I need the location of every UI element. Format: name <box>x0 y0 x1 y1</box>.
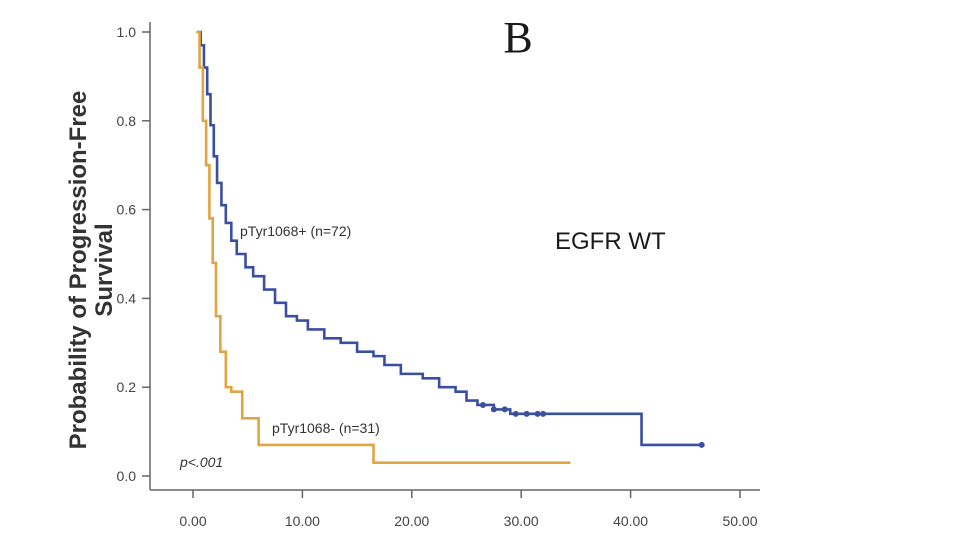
y-tick-label: 0.6 <box>117 202 137 218</box>
y-ticks: 0.0 0.2 0.4 0.6 0.8 1.0 <box>117 24 150 484</box>
series-line-1 <box>196 30 571 464</box>
censor-marker <box>534 410 541 417</box>
p-value-label: p<.001 <box>179 454 223 470</box>
y-tick-label: 0.2 <box>117 379 137 395</box>
series-line-0 <box>197 30 702 447</box>
subgroup-label: EGFR WT <box>555 228 666 255</box>
y-tick-label: 0.8 <box>117 113 137 129</box>
censor-marker <box>479 401 486 408</box>
x-tick-label: 20.00 <box>394 513 429 529</box>
series-layer <box>196 30 705 464</box>
y-tick-label: 0.0 <box>117 468 137 484</box>
x-tick-label: 50.00 <box>722 513 757 529</box>
censor-marker <box>490 406 497 413</box>
y-axis-label-line2: Survival <box>91 223 118 316</box>
x-tick-label: 30.00 <box>504 513 539 529</box>
censor-marker <box>512 410 519 417</box>
x-tick-label: 0.00 <box>179 513 206 529</box>
x-ticks: 0.00 10.00 20.00 30.00 40.00 50.00 <box>179 490 758 529</box>
x-tick-label: 10.00 <box>285 513 320 529</box>
series-label-negative: pTyr1068- (n=31) <box>272 420 380 436</box>
x-tick-label: 40.00 <box>613 513 648 529</box>
censor-marker <box>523 410 530 417</box>
y-tick-label: 1.0 <box>117 24 137 40</box>
panel-letter: B <box>503 13 532 62</box>
censor-marker <box>540 410 547 417</box>
censor-marker <box>501 406 508 413</box>
censor-marker <box>698 441 705 448</box>
y-axis-label-line1: Probability of Progression-Free <box>65 91 92 450</box>
series-label-positive: pTyr1068+ (n=72) <box>240 223 351 239</box>
y-tick-label: 0.4 <box>117 290 137 306</box>
